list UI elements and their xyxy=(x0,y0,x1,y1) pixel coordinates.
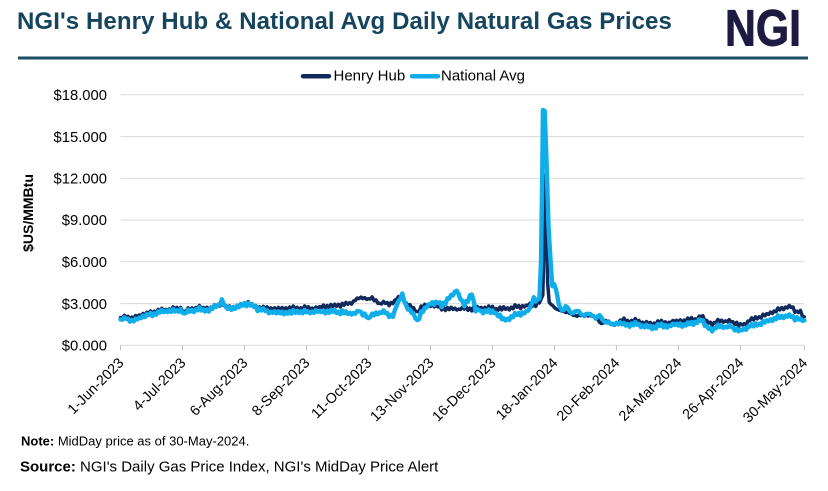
svg-text:$US/MMBtu: $US/MMBtu xyxy=(20,174,36,252)
svg-text:$9.000: $9.000 xyxy=(62,213,107,229)
svg-text:NGI's Henry Hub & National Avg: NGI's Henry Hub & National Avg Daily Nat… xyxy=(17,8,672,35)
svg-text:$3.000: $3.000 xyxy=(62,297,107,313)
svg-text:$15.000: $15.000 xyxy=(54,130,108,146)
svg-text:National Avg: National Avg xyxy=(441,67,525,84)
svg-text:$0.000: $0.000 xyxy=(62,339,107,355)
svg-text:$6.000: $6.000 xyxy=(62,255,107,271)
svg-text:Note: MidDay price as of 30-Ma: Note: MidDay price as of 30-May-2024. xyxy=(21,434,249,449)
svg-text:$12.000: $12.000 xyxy=(54,172,108,188)
svg-text:Henry Hub: Henry Hub xyxy=(334,67,406,84)
svg-text:NGI: NGI xyxy=(725,0,801,57)
svg-text:Source: NGI's Daily Gas Price: Source: NGI's Daily Gas Price Index, NGI… xyxy=(20,459,439,476)
svg-text:$18.000: $18.000 xyxy=(54,88,108,104)
